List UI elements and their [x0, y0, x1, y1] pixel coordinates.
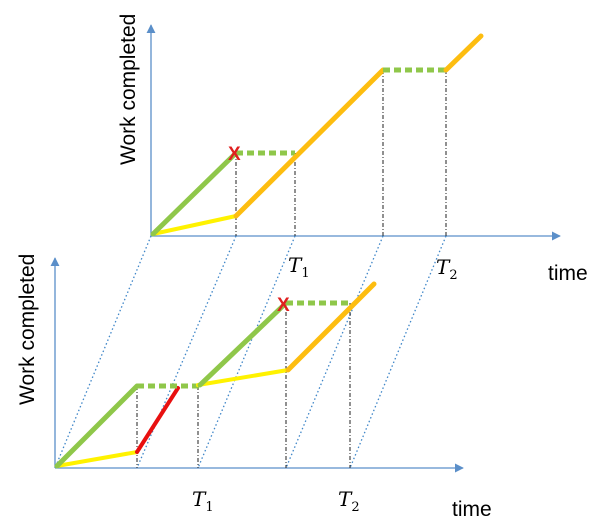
top-x-axis-label: time: [548, 262, 588, 285]
bottom-y-axis-label: Work completed: [16, 254, 39, 405]
bottom-yellow-slow-progress-2: [196, 368, 290, 387]
top-tick-t1: T1: [288, 253, 310, 281]
bottom-x-axis-label: time: [452, 498, 492, 521]
bottom-orange-progress: [285, 281, 377, 373]
mapping-line-t1: [197, 235, 296, 469]
bottom-tick-t1: T1: [192, 487, 214, 515]
top-orange-progress: [233, 67, 386, 219]
bottom-yellow-slow-progress-1: [55, 450, 139, 468]
bottom-failure-marker: X: [277, 295, 290, 316]
top-y-axis-label: Work completed: [117, 14, 140, 165]
bottom-panel: Work completed time X T1 T2: [16, 254, 492, 521]
top-orange-resume: [443, 33, 484, 73]
top-failure-marker: X: [228, 144, 241, 165]
bottom-red-catchup: [135, 386, 180, 454]
panel-mapping-lines: [54, 235, 447, 469]
top-green-progress: [150, 150, 239, 237]
bottom-green-progress-1: [54, 383, 140, 469]
mapping-line-t2: [349, 235, 447, 469]
bottom-tick-t2: T2: [338, 487, 360, 515]
mapping-line-origin: [54, 235, 152, 469]
top-panel: Work completed time X T1 T2: [117, 14, 588, 285]
top-yellow-slow-progress: [151, 214, 238, 236]
mapping-line-failure: [136, 235, 237, 469]
bottom-green-progress-2: [197, 300, 289, 388]
top-tick-t2: T2: [436, 255, 458, 283]
